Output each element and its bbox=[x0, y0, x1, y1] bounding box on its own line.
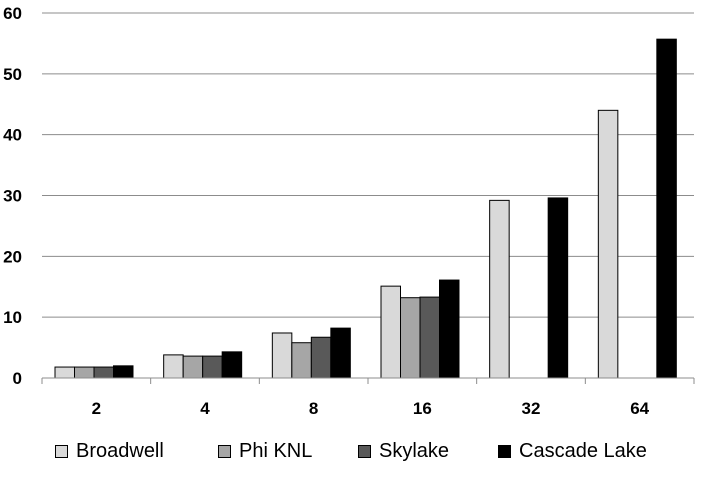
y-tick-label: 40 bbox=[3, 126, 22, 145]
bar-phi-knl-4 bbox=[182, 355, 204, 379]
legend-item-cascade-lake: Cascade Lake bbox=[498, 434, 647, 468]
legend-swatch bbox=[358, 444, 371, 458]
bar-skylake-4 bbox=[202, 355, 223, 379]
legend-swatch bbox=[498, 444, 511, 458]
x-tick-label: 64 bbox=[630, 399, 649, 418]
x-axis bbox=[41, 377, 695, 384]
legend: Broadwell Phi KNL Skylake Cascade Lake bbox=[0, 434, 702, 468]
bar-cascade-lake-64 bbox=[656, 38, 677, 379]
x-axis-tick-labels: 2 4 8 16 32 64 bbox=[92, 399, 650, 418]
bar-broadwell-16 bbox=[380, 285, 401, 379]
bar-cascade-lake-16 bbox=[439, 279, 460, 379]
gridlines bbox=[42, 12, 694, 318]
legend-item-broadwell: Broadwell bbox=[55, 434, 164, 468]
y-tick-label: 60 bbox=[3, 4, 22, 23]
bar-cascade-lake-4 bbox=[221, 351, 243, 379]
bar-phi-knl-8 bbox=[291, 342, 312, 379]
y-tick-label: 0 bbox=[13, 369, 22, 388]
bar-cascade-lake-8 bbox=[330, 327, 351, 379]
x-tick-label: 16 bbox=[413, 399, 432, 418]
bar-cascade-lake-32 bbox=[547, 197, 569, 379]
y-tick-label: 20 bbox=[3, 247, 22, 266]
x-tick-label: 4 bbox=[200, 399, 210, 418]
bar-skylake-16 bbox=[419, 296, 440, 379]
y-tick-label: 30 bbox=[3, 187, 22, 206]
legend-label: Cascade Lake bbox=[519, 439, 647, 462]
bars bbox=[54, 38, 677, 379]
x-tick-label: 8 bbox=[309, 399, 318, 418]
legend-label: Skylake bbox=[379, 439, 450, 462]
bar-broadwell-2 bbox=[54, 366, 75, 379]
bar-phi-knl-16 bbox=[400, 297, 421, 379]
legend-label: Broadwell bbox=[76, 439, 164, 462]
bar-skylake-2 bbox=[93, 366, 114, 379]
bar-chart: 0 10 20 30 40 50 60 2 4 8 16 32 64 bbox=[3, 4, 695, 418]
bar-broadwell-64 bbox=[597, 109, 619, 379]
bar-broadwell-8 bbox=[271, 332, 293, 379]
legend-item-skylake: Skylake bbox=[358, 434, 449, 468]
y-tick-label: 50 bbox=[3, 65, 22, 84]
bar-phi-knl-2 bbox=[74, 366, 95, 379]
legend-label: Phi KNL bbox=[239, 439, 313, 462]
bar-cascade-lake-2 bbox=[113, 365, 134, 379]
legend-swatch bbox=[218, 444, 231, 458]
bar-broadwell-4 bbox=[163, 354, 184, 379]
bar-skylake-8 bbox=[310, 336, 332, 379]
x-tick-label: 32 bbox=[522, 399, 541, 418]
legend-item-phi-knl: Phi KNL bbox=[218, 434, 312, 468]
x-tick-label: 2 bbox=[92, 399, 101, 418]
legend-swatch bbox=[55, 444, 68, 458]
bar-broadwell-32 bbox=[489, 199, 510, 379]
y-tick-label: 10 bbox=[3, 308, 22, 327]
y-axis-tick-labels: 0 10 20 30 40 50 60 bbox=[3, 4, 22, 388]
